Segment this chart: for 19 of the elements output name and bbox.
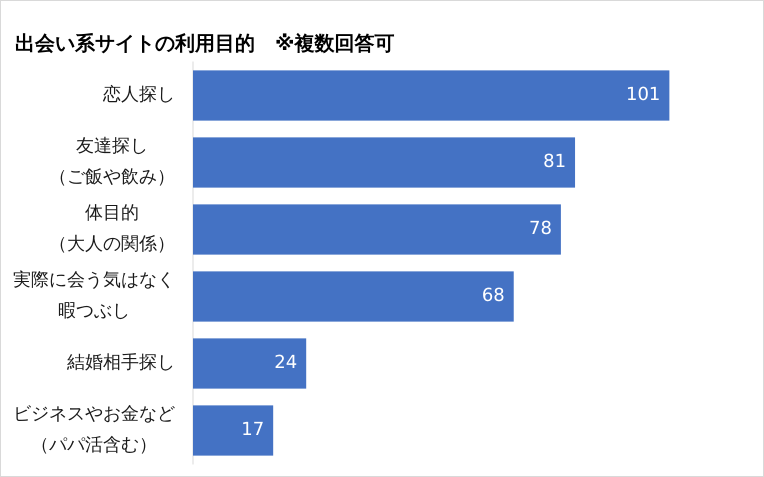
y-tick-label: 体目的（大人の関係） [49,202,175,255]
y-tick-label: 実際に会う気はなく暇つぶし [13,270,175,322]
data-label: 78 [528,218,552,240]
data-label: 17 [241,419,264,440]
data-label: 81 [543,151,566,172]
data-label: 24 [274,352,298,374]
data-label: 101 [626,84,660,106]
y-tick-label: 結婚相手探し [66,352,175,374]
data-label: 68 [482,285,505,306]
y-tick-label: ビジネスやお金など（パパ活含む） [13,404,175,456]
bar [193,271,514,322]
y-tick-label: 恋人探し [102,84,175,106]
bar [193,70,670,121]
bar [193,204,561,255]
bar [193,137,576,188]
y-tick-label: 友達探し（ご飯や飲み） [49,136,175,188]
bar [193,405,274,456]
chart-title: 出会い系サイトの利用目的 ※複数回答可 [15,31,394,56]
bar [193,338,306,389]
